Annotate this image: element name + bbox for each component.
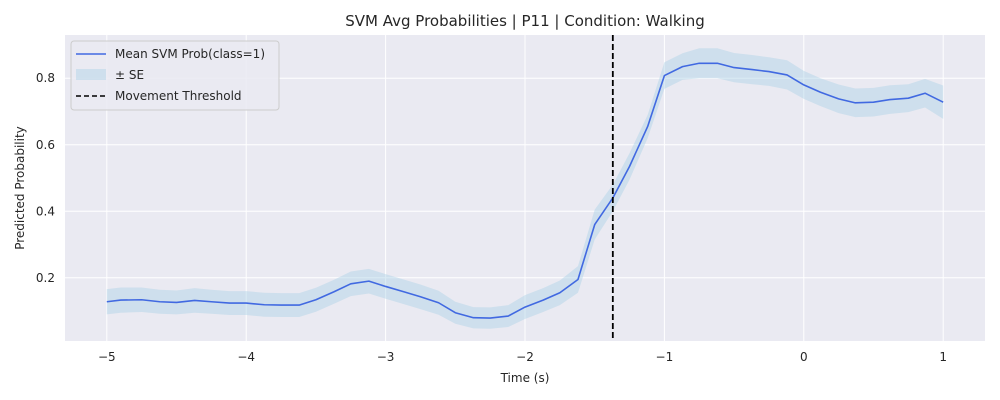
series-layer (106, 62, 944, 319)
y-axis-ticks: 0.2 0.4 0.6 0.8 (36, 71, 55, 285)
legend: Mean SVM Prob(class=1) ± SE Movement Thr… (70, 40, 280, 111)
x-axis-label: Time (s) (500, 371, 550, 385)
legend-label-se: ± SE (115, 68, 144, 82)
x-axis-ticks: −5 −4 −3 −2 −1 0 1 (98, 350, 947, 364)
x-tick-label: −2 (516, 350, 534, 364)
y-axis-label: Predicted Probability (13, 126, 27, 250)
x-tick-label: −1 (656, 350, 674, 364)
y-tick-label: 0.2 (36, 271, 55, 285)
mean-prob-line (106, 62, 944, 319)
x-tick-label: 1 (939, 350, 947, 364)
x-tick-label: −4 (237, 350, 255, 364)
x-tick-label: −5 (98, 350, 116, 364)
legend-label-mean: Mean SVM Prob(class=1) (115, 47, 265, 61)
y-tick-label: 0.4 (36, 204, 55, 218)
chart-title: SVM Avg Probabilities | P11 | Condition:… (345, 12, 705, 30)
x-tick-label: −3 (377, 350, 395, 364)
legend-box (70, 40, 280, 111)
y-tick-label: 0.8 (36, 71, 55, 85)
legend-band-swatch (76, 69, 106, 80)
x-tick-label: 0 (800, 350, 808, 364)
y-tick-label: 0.6 (36, 138, 55, 152)
legend-label-threshold: Movement Threshold (115, 89, 242, 103)
